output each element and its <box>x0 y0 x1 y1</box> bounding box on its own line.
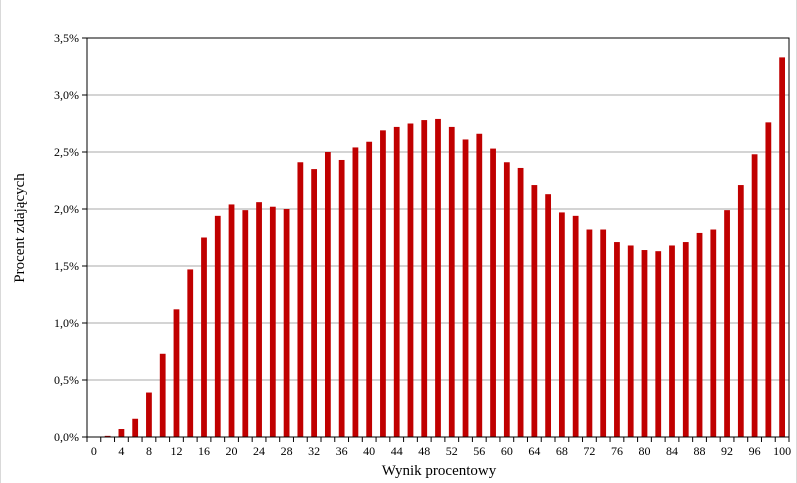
bar <box>421 120 428 437</box>
x-tick-label: 16 <box>198 444 210 458</box>
bar <box>201 237 207 437</box>
bar <box>256 202 262 437</box>
x-tick-label: 44 <box>391 444 403 458</box>
bar <box>407 123 414 437</box>
bar <box>517 167 524 437</box>
y-tick-label: 0,0% <box>54 430 79 444</box>
y-tick-labels: 0,0% 0,5% 1,0% 1,5% 2,0% 2,5% 3,0% 3,5% <box>54 31 79 444</box>
bar <box>490 148 496 437</box>
bar <box>187 269 194 437</box>
bar <box>614 242 620 437</box>
x-tick-label: 76 <box>611 444 623 458</box>
x-tick-label: 0 <box>91 444 97 458</box>
bar <box>380 130 386 437</box>
bar <box>682 242 689 437</box>
plot-border <box>86 37 790 438</box>
bar <box>283 209 290 437</box>
x-tick-label: 92 <box>721 444 733 458</box>
x-tick-label: 40 <box>363 444 375 458</box>
y-tick-label: 0,5% <box>54 373 79 387</box>
x-tick-label: 4 <box>118 444 124 458</box>
bar <box>159 353 166 437</box>
bar <box>173 309 180 437</box>
x-tick-label: 48 <box>418 444 430 458</box>
x-tick-label: 12 <box>170 444 182 458</box>
bar <box>724 210 730 437</box>
bar <box>669 245 675 437</box>
x-tick-label: 8 <box>146 444 152 458</box>
y-tick-label: 3,5% <box>54 31 79 45</box>
x-tick-label: 68 <box>556 444 568 458</box>
bar <box>366 141 373 438</box>
bar <box>737 185 744 437</box>
bar <box>503 162 510 437</box>
bar <box>655 251 662 437</box>
bar <box>297 162 304 437</box>
y-tick-label: 3,0% <box>54 88 79 102</box>
bar <box>710 229 717 437</box>
x-axis-title: Wynik procentowy <box>382 463 497 479</box>
bar <box>338 159 345 438</box>
bar <box>462 139 469 437</box>
x-tick-label: 72 <box>583 444 595 458</box>
x-tick-label: 36 <box>336 444 348 458</box>
bar <box>214 215 221 437</box>
x-tick-label: 64 <box>528 444 540 458</box>
x-tick-label: 24 <box>253 444 265 458</box>
x-tick-label: 96 <box>749 444 761 458</box>
bar <box>269 206 276 437</box>
bar <box>600 229 607 437</box>
bar <box>779 57 786 437</box>
bar <box>146 392 152 437</box>
bar <box>696 232 703 437</box>
x-tick-label: 32 <box>308 444 320 458</box>
bar <box>751 154 758 437</box>
x-tick-label: 28 <box>281 444 293 458</box>
x-tick-label: 52 <box>446 444 458 458</box>
bar <box>242 210 249 437</box>
bar <box>531 185 538 437</box>
bar <box>627 245 634 437</box>
bar <box>118 429 125 437</box>
bar <box>558 212 565 437</box>
bar <box>393 126 400 438</box>
y-tick-label: 1,5% <box>54 259 79 273</box>
bar <box>104 435 111 437</box>
x-tick-label: 88 <box>694 444 706 458</box>
bars <box>104 57 786 438</box>
x-tick-label: 56 <box>473 444 485 458</box>
bar <box>435 118 441 437</box>
bar <box>476 133 483 437</box>
bar <box>545 194 552 437</box>
bar <box>641 250 648 437</box>
x-tick-label: 84 <box>666 444 678 458</box>
bar <box>448 126 455 438</box>
x-tick-label: 100 <box>773 444 791 458</box>
y-tick-label: 1,0% <box>54 316 79 330</box>
x-tick-label: 80 <box>638 444 650 458</box>
bar <box>324 152 331 437</box>
axes <box>86 37 790 442</box>
x-tick-label: 60 <box>501 444 513 458</box>
y-tick-label: 2,0% <box>54 202 79 216</box>
bar <box>572 215 579 437</box>
bar <box>228 204 235 437</box>
x-tick-labels: 0 4 8 12 16 20 24 28 32 36 40 44 48 52 56 60 64 68 72 76 80 8… <box>91 444 791 458</box>
y-axis-title: Procent zdających <box>12 173 28 283</box>
bar <box>132 418 139 437</box>
bar <box>586 229 593 437</box>
bar <box>765 122 772 438</box>
bar <box>311 169 318 437</box>
y-tick-label: 2,5% <box>54 145 79 159</box>
x-tick-label: 20 <box>226 444 238 458</box>
bar <box>352 147 359 437</box>
